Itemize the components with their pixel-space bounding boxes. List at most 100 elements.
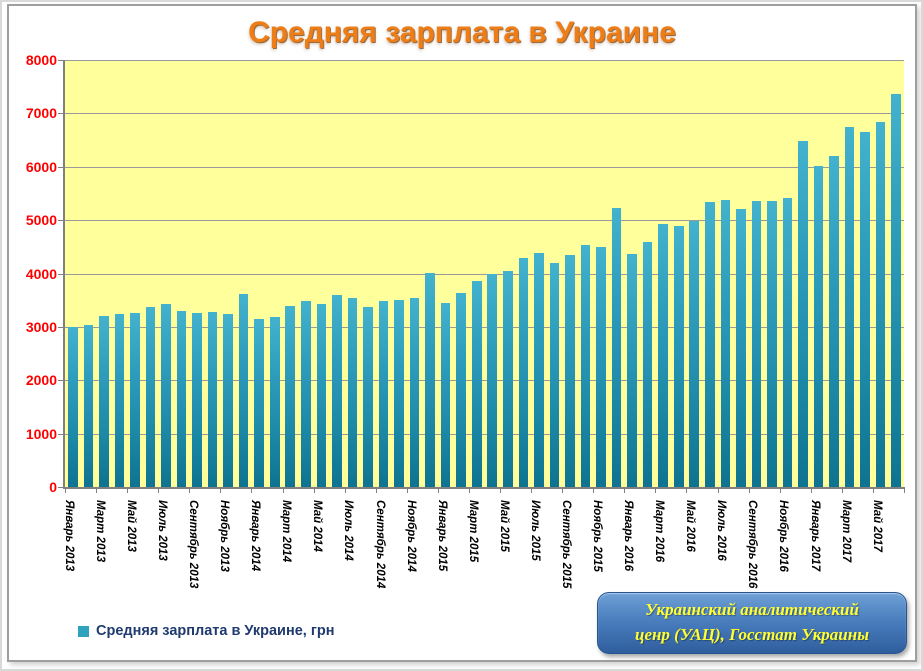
chart-frame: Средняя зарплата в Украине Январь 2013 Ма… bbox=[7, 4, 917, 662]
gridline bbox=[65, 273, 904, 275]
y-axis-label: 5000 bbox=[25, 212, 57, 229]
x-axis-tick bbox=[686, 487, 688, 493]
gridline bbox=[65, 60, 904, 61]
y-axis-tick bbox=[58, 166, 64, 168]
y-axis-tick bbox=[58, 487, 64, 488]
bar bbox=[503, 271, 513, 487]
bar bbox=[394, 299, 404, 487]
x-axis-tick bbox=[96, 487, 98, 493]
bar bbox=[161, 303, 171, 487]
bar bbox=[440, 302, 451, 487]
bar bbox=[254, 318, 264, 487]
bar bbox=[223, 314, 233, 487]
x-axis-tick bbox=[65, 487, 66, 493]
bar bbox=[798, 141, 808, 487]
x-axis-tick bbox=[872, 487, 874, 493]
x-axis-tick bbox=[717, 487, 719, 493]
bar bbox=[596, 246, 606, 487]
x-axis-tick bbox=[375, 487, 377, 493]
bar bbox=[673, 225, 684, 487]
gridline bbox=[65, 113, 904, 115]
bar bbox=[269, 316, 280, 487]
source-line-1: Украинский аналитический bbox=[645, 600, 859, 620]
y-axis-label: 0 bbox=[49, 479, 57, 495]
bar bbox=[658, 224, 668, 487]
bar bbox=[704, 202, 715, 487]
source-box: Украинский аналитический ценр (УАЦ), Гос… bbox=[597, 592, 907, 654]
x-axis-tick bbox=[779, 487, 781, 493]
gridline bbox=[65, 326, 904, 328]
x-axis-tick bbox=[158, 487, 160, 493]
y-axis-tick bbox=[58, 326, 64, 328]
x-axis-tick bbox=[624, 487, 626, 493]
bar bbox=[471, 280, 482, 487]
y-axis-label: 8000 bbox=[25, 52, 57, 68]
bar bbox=[767, 201, 777, 487]
bar bbox=[99, 315, 109, 487]
source-line-2: ценр (УАЦ), Госстат Украины bbox=[634, 625, 869, 644]
bar bbox=[130, 313, 140, 487]
y-axis-label: 2000 bbox=[25, 372, 57, 389]
x-axis-tick bbox=[904, 487, 905, 493]
bar bbox=[114, 314, 125, 487]
x-axis-tick bbox=[251, 487, 253, 493]
x-axis-tick bbox=[593, 487, 595, 493]
bar bbox=[611, 207, 622, 487]
bar bbox=[238, 293, 249, 487]
y-axis-label: 3000 bbox=[25, 318, 57, 335]
bar bbox=[751, 201, 762, 487]
legend: Средняя зарплата в Украине, грн bbox=[78, 623, 335, 639]
bar bbox=[207, 311, 218, 487]
legend-swatch-icon bbox=[78, 625, 89, 637]
x-axis-tick bbox=[313, 487, 315, 493]
bar bbox=[534, 252, 544, 487]
bar bbox=[720, 200, 731, 487]
y-axis-tick bbox=[58, 433, 64, 435]
bar bbox=[627, 254, 637, 487]
bar bbox=[301, 301, 311, 487]
bar bbox=[736, 209, 746, 487]
x-axis-tick bbox=[655, 487, 657, 493]
x-axis-tick bbox=[282, 487, 284, 493]
bar bbox=[875, 121, 886, 487]
bar bbox=[316, 303, 327, 487]
bar bbox=[425, 272, 435, 487]
bar bbox=[549, 262, 560, 487]
x-axis-tick bbox=[810, 487, 812, 493]
bar bbox=[192, 312, 202, 487]
x-axis-tick bbox=[220, 487, 222, 493]
x-axis-tick bbox=[406, 487, 408, 493]
bar bbox=[782, 198, 793, 487]
y-axis-tick bbox=[58, 380, 64, 382]
bar bbox=[565, 255, 575, 487]
x-axis-tick bbox=[500, 487, 502, 493]
bar bbox=[176, 310, 187, 487]
bar bbox=[487, 273, 498, 487]
bar bbox=[378, 301, 389, 487]
bar bbox=[689, 220, 700, 487]
y-axis-tick bbox=[58, 220, 64, 222]
y-axis-label: 4000 bbox=[25, 265, 57, 282]
x-axis-tick bbox=[748, 487, 750, 493]
bar bbox=[829, 155, 839, 487]
x-axis-tick bbox=[127, 487, 129, 493]
bar bbox=[83, 324, 94, 487]
x-axis-tick bbox=[841, 487, 843, 493]
gridline bbox=[65, 380, 904, 382]
bar bbox=[363, 307, 373, 487]
x-axis-tick bbox=[562, 487, 564, 493]
gridline bbox=[65, 166, 904, 168]
x-axis-tick bbox=[344, 487, 346, 493]
y-axis-label: 6000 bbox=[25, 158, 57, 175]
x-axis-tick bbox=[531, 487, 533, 493]
bar bbox=[145, 306, 156, 487]
bar bbox=[844, 126, 855, 487]
chart-title: Средняя зарплата в Украине bbox=[248, 16, 676, 49]
x-axis-tick bbox=[437, 487, 439, 493]
y-axis-tick bbox=[58, 60, 64, 61]
x-axis-tick bbox=[468, 487, 470, 493]
legend-label: Средняя зарплата в Украине, грн bbox=[96, 623, 335, 639]
bar bbox=[67, 326, 78, 487]
gridline bbox=[65, 220, 904, 222]
y-axis-tick bbox=[58, 113, 64, 115]
